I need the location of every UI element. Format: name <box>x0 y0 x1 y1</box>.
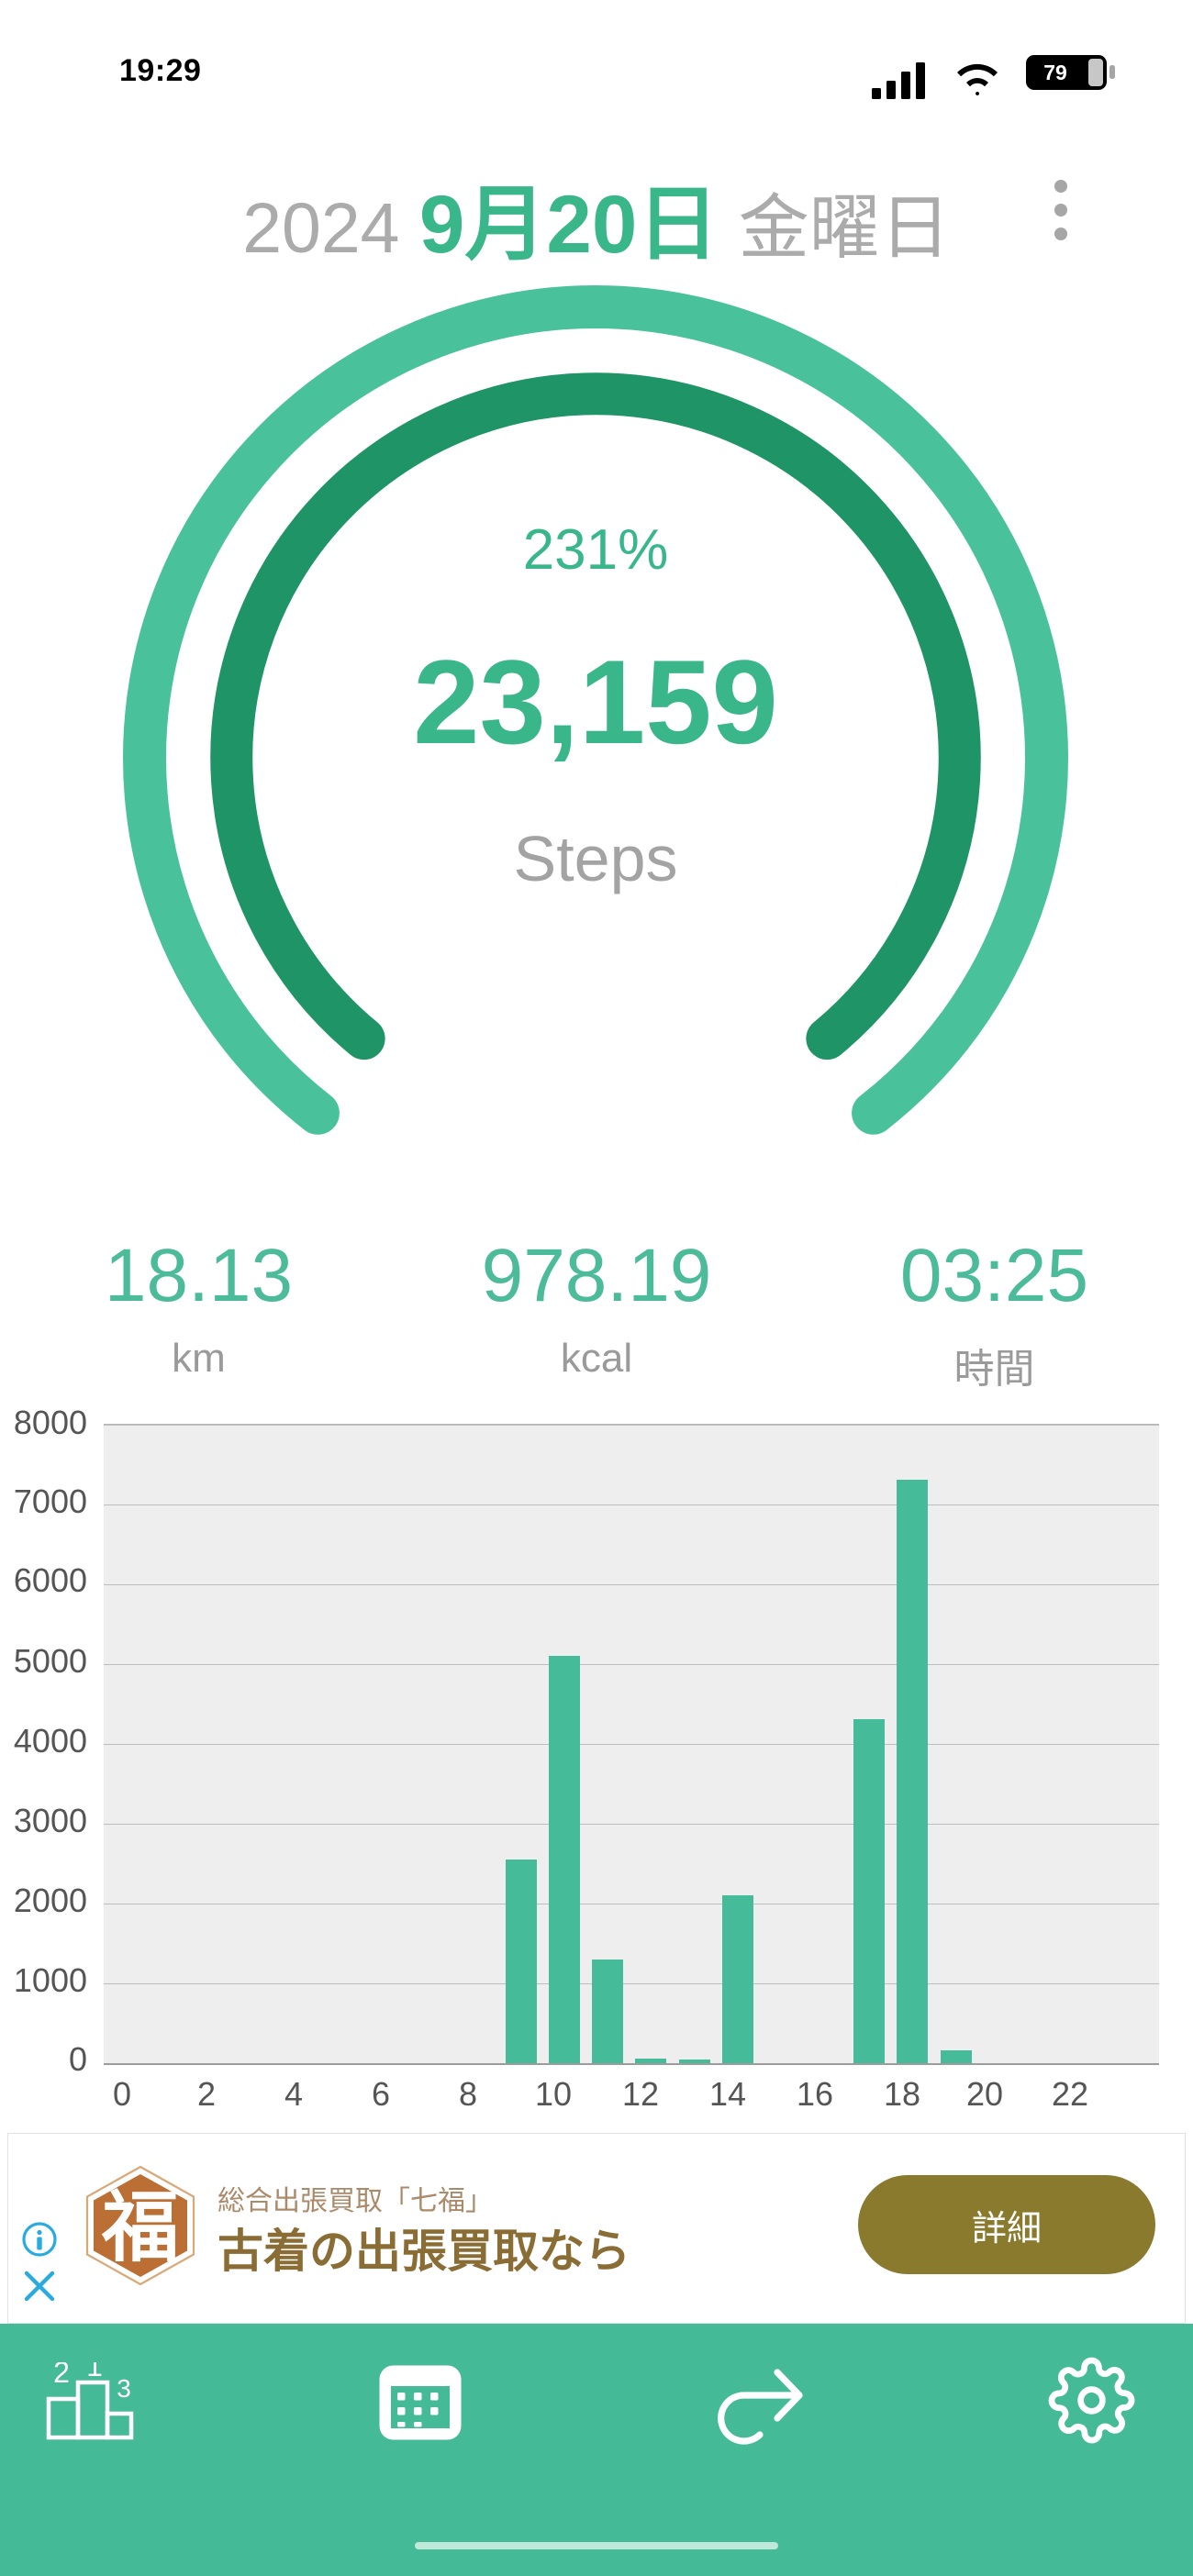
svg-text:231%: 231% <box>523 518 669 582</box>
svg-text:3: 3 <box>117 2374 131 2403</box>
svg-text:1: 1 <box>86 2362 103 2382</box>
svg-text:2: 2 <box>53 2362 70 2389</box>
svg-text:福: 福 <box>101 2184 179 2271</box>
svg-text:23,159: 23,159 <box>413 635 778 769</box>
svg-text:Steps: Steps <box>514 823 678 894</box>
